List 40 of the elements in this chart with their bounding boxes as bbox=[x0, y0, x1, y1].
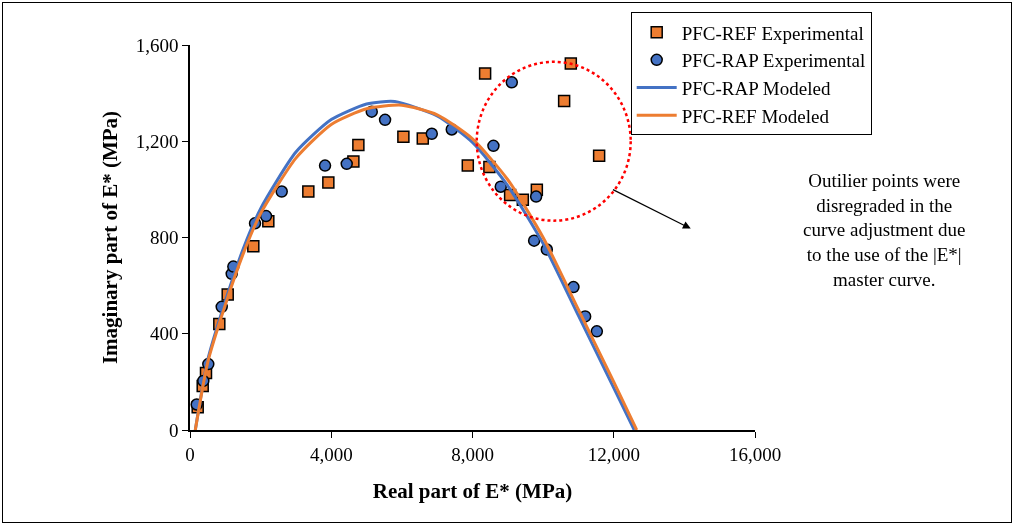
y-tick-label: 1,200 bbox=[135, 130, 179, 152]
y-tick-label: 400 bbox=[149, 323, 179, 345]
point bbox=[275, 185, 288, 198]
x-tick-label: 16,000 bbox=[728, 443, 782, 465]
point bbox=[340, 157, 353, 171]
point bbox=[302, 185, 315, 198]
point bbox=[352, 138, 365, 152]
point bbox=[564, 57, 578, 70]
point bbox=[557, 94, 571, 108]
y-tick-label: 1,600 bbox=[135, 34, 179, 56]
point bbox=[259, 209, 273, 223]
point bbox=[494, 180, 507, 193]
point bbox=[461, 159, 475, 172]
point bbox=[478, 67, 492, 80]
x-tick-label: 8,000 bbox=[451, 443, 494, 465]
point bbox=[247, 239, 260, 253]
legend-label: PFC-RAP Modeled bbox=[681, 77, 831, 99]
point bbox=[527, 234, 541, 247]
point bbox=[592, 149, 606, 162]
text: Outilier points were disregraded in the curve adjustment due to the use of the |E*| master curve. bbox=[803, 170, 966, 290]
point bbox=[397, 130, 410, 143]
x-axis-title: Real part of E* (MPa) bbox=[372, 479, 573, 504]
point bbox=[529, 190, 543, 203]
point bbox=[416, 132, 430, 145]
legend-label: PFC-REF Experimental bbox=[681, 22, 864, 44]
y-axis-title: Imaginary part of E* (MPa) bbox=[98, 110, 123, 365]
legend-label: PFC-REF Modeled bbox=[681, 105, 830, 127]
y-tick-label: 800 bbox=[149, 227, 179, 249]
x-tick-label: 12,000 bbox=[587, 443, 640, 465]
point bbox=[487, 139, 500, 153]
x-tick-label: 0 bbox=[185, 443, 195, 465]
x-tick-label: 4,000 bbox=[309, 443, 353, 465]
point bbox=[425, 127, 439, 141]
y-tick-label: 0 bbox=[168, 419, 179, 441]
legend-label: PFC-RAP Experimental bbox=[681, 50, 866, 72]
point bbox=[378, 113, 392, 127]
point bbox=[322, 176, 335, 189]
point bbox=[505, 76, 519, 89]
point bbox=[318, 159, 332, 172]
point bbox=[590, 325, 604, 338]
